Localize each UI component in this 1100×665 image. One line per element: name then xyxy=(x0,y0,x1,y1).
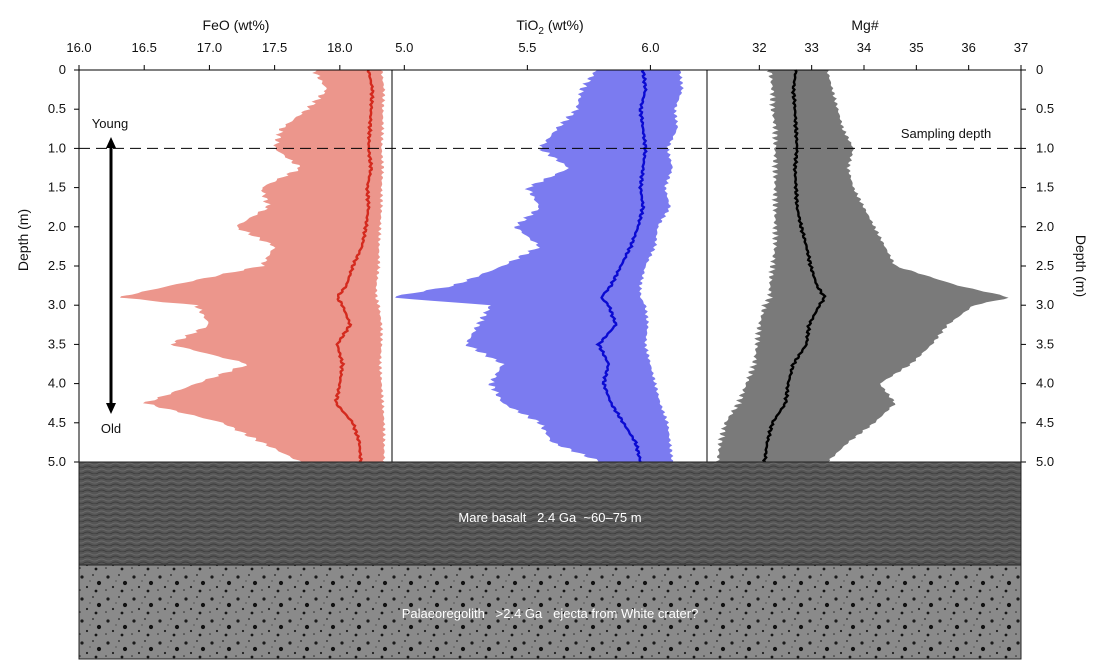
x-tick-label: 16.0 xyxy=(66,40,91,55)
y-tick-label-left: 4.5 xyxy=(48,415,66,430)
y-tick-label-left: 1.0 xyxy=(48,140,66,155)
y-tick-label-right: 0 xyxy=(1036,62,1043,77)
y-tick-label-left: 0 xyxy=(59,62,66,77)
y-tick-label-right: 2.0 xyxy=(1036,219,1054,234)
age-arrow-head-up xyxy=(106,137,116,148)
x-tick-label: 16.5 xyxy=(132,40,157,55)
x-tick-label: 5.0 xyxy=(395,40,413,55)
panels-layer xyxy=(120,69,1009,463)
y-tick-label-right: 2.5 xyxy=(1036,258,1054,273)
x-tick-label: 17.5 xyxy=(262,40,287,55)
panel-title-feo: FeO (wt%) xyxy=(203,17,270,33)
y-tick-label-right: 3.0 xyxy=(1036,297,1054,312)
y-tick-label-left: 3.0 xyxy=(48,297,66,312)
y-tick-label-left: 2.5 xyxy=(48,258,66,273)
y-tick-label-right: 3.5 xyxy=(1036,336,1054,351)
palaeoregolith-layer xyxy=(78,564,1022,660)
envelope-tio2 xyxy=(395,70,684,462)
depth-label-right: Depth (m) xyxy=(1073,235,1089,297)
panel-title-tio2-main: TiO xyxy=(516,17,538,33)
panel-title-tio2: TiO2 (wt%) xyxy=(516,17,583,37)
x-tick-label: 5.5 xyxy=(518,40,536,55)
old-label: Old xyxy=(101,421,121,436)
x-tick-label: 37 xyxy=(1014,40,1028,55)
mean-line-tio2 xyxy=(595,69,648,463)
x-ticks-layer: 16.0 16.5 17.0 17.5 18.0 5.0 5.5 6.0 32 33 34 35 36 3… xyxy=(66,40,1028,70)
y-tick-label-right: 4.0 xyxy=(1036,376,1054,391)
y-tick-label-left: 5.0 xyxy=(48,454,66,469)
x-tick-label: 6.0 xyxy=(641,40,659,55)
panel-title-mg: Mg# xyxy=(851,17,878,33)
x-tick-label: 18.0 xyxy=(327,40,352,55)
x-tick-label: 33 xyxy=(804,40,818,55)
y-tick-label-left: 0.5 xyxy=(48,101,66,116)
panel-title-tio2-sub: 2 xyxy=(538,26,544,37)
envelope-mg xyxy=(714,70,1009,462)
x-tick-label: 32 xyxy=(752,40,766,55)
y-tick-label-right: 1.0 xyxy=(1036,140,1054,155)
mean-line-feo xyxy=(333,69,375,463)
y-tick-label-left: 1.5 xyxy=(48,180,66,195)
envelope-feo xyxy=(120,70,386,462)
sampling-depth-label: Sampling depth xyxy=(901,126,991,141)
age-arrow-head-down xyxy=(106,403,116,414)
y-tick-label-left: 3.5 xyxy=(48,336,66,351)
x-tick-label: 35 xyxy=(909,40,923,55)
mean-line-mg xyxy=(761,69,827,463)
x-tick-label: 34 xyxy=(857,40,871,55)
palaeoregolith-label: Palaeoregolith >2.4 Ga ejecta from White… xyxy=(402,606,699,621)
y-ticks-layer: 0 0 0.5 0.5 1.0 1.0 1.5 1.5 2.0 2.0 2.5 2.5 3.0 3.0 3.… xyxy=(48,62,1054,469)
y-tick-label-left: 4.0 xyxy=(48,376,66,391)
y-tick-label-right: 1.5 xyxy=(1036,180,1054,195)
panel-title-tio2-tail: (wt%) xyxy=(544,17,584,33)
y-tick-label-right: 0.5 xyxy=(1036,101,1054,116)
mare-basalt-label: Mare basalt 2.4 Ga ~60–75 m xyxy=(458,510,641,525)
x-tick-label: 17.0 xyxy=(197,40,222,55)
x-tick-label: 36 xyxy=(961,40,975,55)
young-label: Young xyxy=(92,116,128,131)
y-tick-label-left: 2.0 xyxy=(48,219,66,234)
y-tick-label-right: 4.5 xyxy=(1036,415,1054,430)
depth-label-left: Depth (m) xyxy=(15,209,31,271)
y-tick-label-right: 5.0 xyxy=(1036,454,1054,469)
